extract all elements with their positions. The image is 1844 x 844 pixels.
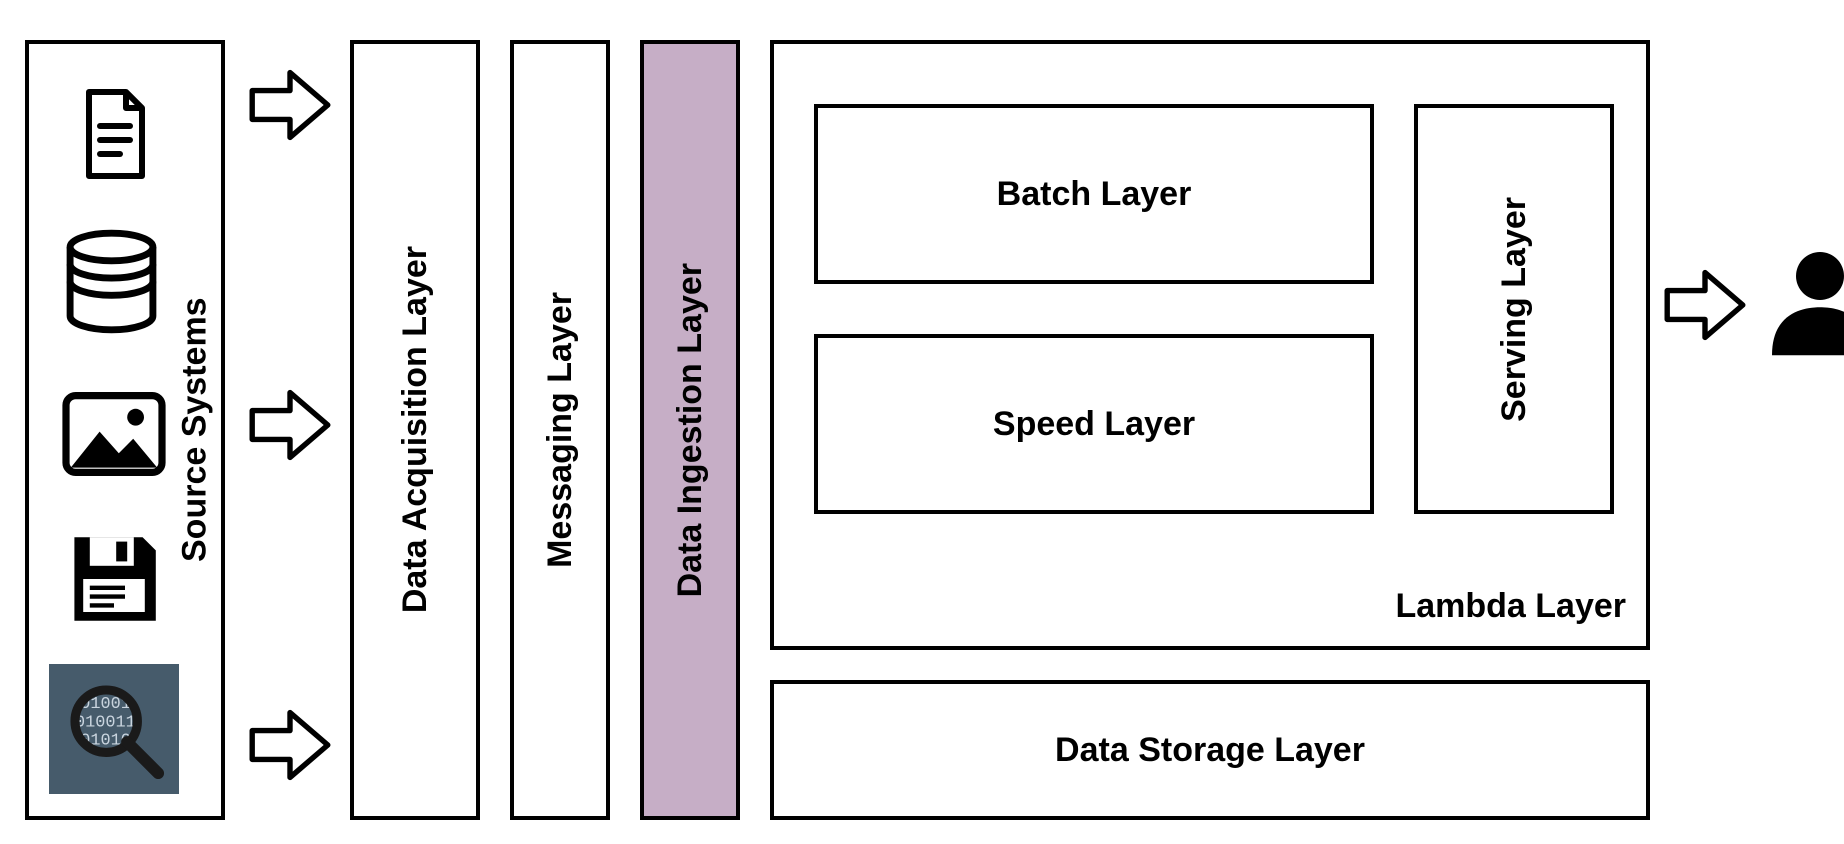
floppy-icon [59, 524, 169, 634]
messaging-label: Messaging Layer [541, 292, 580, 568]
document-icon [64, 84, 164, 184]
source-systems-label: Source Systems [175, 44, 215, 816]
data-acquisition-box: Data Acquisition Layer [350, 40, 480, 820]
serving-layer-label: Serving Layer [1495, 197, 1534, 422]
svg-text:010011: 010011 [75, 713, 136, 732]
lambda-layer-label: Lambda Layer [1395, 587, 1626, 626]
user-icon [1760, 240, 1844, 360]
serving-layer-box: Serving Layer [1414, 104, 1614, 514]
arrow-to-user [1660, 260, 1750, 350]
search-binary-icon: 01001 010011 01010 [49, 664, 179, 794]
data-ingestion-box: Data Ingestion Layer [640, 40, 740, 820]
messaging-box: Messaging Layer [510, 40, 610, 820]
data-ingestion-label: Data Ingestion Layer [671, 263, 710, 597]
arrow-2 [245, 380, 335, 470]
database-icon [54, 224, 169, 339]
batch-layer-box: Batch Layer [814, 104, 1374, 284]
arrow-1 [245, 60, 335, 150]
data-storage-label: Data Storage Layer [1055, 731, 1365, 770]
speed-layer-label: Speed Layer [993, 405, 1195, 444]
lambda-container-box: Batch Layer Speed Layer Serving Layer La… [770, 40, 1650, 650]
data-acquisition-label: Data Acquisition Layer [396, 246, 435, 613]
image-icon [54, 374, 174, 494]
data-storage-box: Data Storage Layer [770, 680, 1650, 820]
speed-layer-box: Speed Layer [814, 334, 1374, 514]
batch-layer-label: Batch Layer [997, 175, 1192, 214]
diagram-canvas: 01001 010011 01010 Source Systems Data A… [0, 0, 1844, 844]
source-systems-box: 01001 010011 01010 Source Systems [25, 40, 225, 820]
arrow-3 [245, 700, 335, 790]
